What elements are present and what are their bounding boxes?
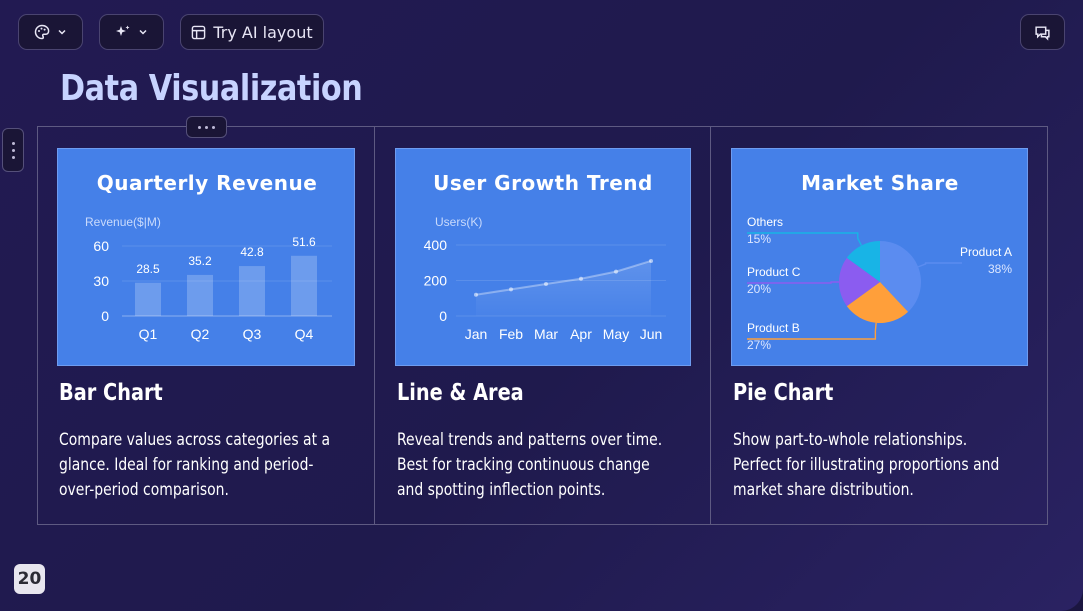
- y-tick-label: 200: [424, 273, 448, 289]
- row-drag-handle[interactable]: [186, 116, 227, 138]
- pie-chart-panel[interactable]: Market Share Product A 38% Product B 27% Pro…: [731, 148, 1028, 366]
- pie-slice: [846, 282, 909, 323]
- pie-chart: Market Share Product A 38% Product B 27% Pro…: [747, 171, 1012, 352]
- pie-leader-line: [917, 262, 962, 268]
- series-line: [475, 260, 652, 296]
- pie-slice: [846, 241, 880, 282]
- x-tick-label: May: [603, 326, 629, 342]
- data-point: [509, 287, 513, 292]
- column-divider: [710, 127, 711, 524]
- chart-title: Quarterly Revenue: [97, 171, 318, 195]
- cards-grid[interactable]: [37, 126, 1048, 525]
- card-description[interactable]: Compare values across categories at a gl…: [59, 430, 331, 500]
- bar: [239, 266, 265, 316]
- pie-slice-name: Product A: [960, 245, 1012, 259]
- x-tick-label: Q4: [295, 326, 314, 342]
- card-pie-chart[interactable]: Market Share Product A 38% Product B 27% Pro…: [731, 148, 1028, 500]
- chart-y-axis-label: Users(K): [435, 215, 482, 229]
- y-tick-label: 0: [439, 308, 447, 324]
- x-tick-label: Mar: [534, 326, 558, 342]
- x-tick-label: Jan: [465, 326, 488, 342]
- area-fill: [476, 260, 651, 316]
- pie-slice-percent: 27%: [747, 338, 771, 352]
- pie-slice: [839, 257, 880, 307]
- comment-icon: [1035, 25, 1050, 41]
- data-point: [614, 269, 618, 274]
- card-line-area[interactable]: User Growth Trend Users(K) 400 200 0 Jan Fe…: [395, 148, 691, 500]
- card-bar-chart[interactable]: Quarterly Revenue Revenue($|M) 60 30 0 28.…: [57, 148, 355, 500]
- pie-slice-name: Others: [747, 215, 783, 229]
- bar-value-label: 42.8: [240, 245, 264, 259]
- line-chart-panel[interactable]: User Growth Trend Users(K) 400 200 0 Jan Fe…: [395, 148, 691, 366]
- y-tick-label: 400: [424, 237, 448, 253]
- bar-value-label: 28.5: [136, 262, 160, 276]
- y-tick-label: 30: [93, 273, 109, 289]
- data-point: [649, 258, 653, 263]
- y-tick-label: 60: [93, 238, 109, 254]
- page-number-badge: 20: [14, 564, 45, 594]
- data-point: [579, 276, 583, 281]
- card-heading[interactable]: Pie Chart: [733, 380, 834, 406]
- bar-chart-panel[interactable]: Quarterly Revenue Revenue($|M) 60 30 0 28.…: [57, 148, 355, 366]
- try-ai-layout-button[interactable]: Try AI layout: [180, 14, 324, 50]
- card-description[interactable]: Show part-to-whole relationships. Perfec…: [733, 430, 1000, 500]
- pie-slice: [880, 241, 921, 312]
- pie-slice-name: Product B: [747, 321, 800, 335]
- bar-value-label: 51.6: [292, 235, 316, 249]
- comment-button[interactable]: [1020, 14, 1065, 50]
- y-tick-label: 0: [101, 308, 109, 324]
- card-heading[interactable]: Bar Chart: [59, 380, 163, 406]
- pie-slice-percent: 15%: [747, 232, 771, 246]
- line-area-chart: User Growth Trend Users(K) 400 200 0 Jan Fe…: [424, 171, 666, 342]
- chevron-down-icon: [139, 29, 147, 35]
- magic-button[interactable]: [99, 14, 164, 50]
- data-point: [474, 292, 478, 297]
- sparkle-icon: [116, 25, 130, 36]
- try-ai-layout-label: Try AI layout: [213, 22, 313, 42]
- bar: [187, 274, 213, 316]
- x-tick-label: Apr: [570, 326, 592, 342]
- x-tick-label: Q3: [243, 326, 262, 342]
- bar: [135, 282, 161, 316]
- palette-icon: [34, 24, 50, 40]
- slide-title[interactable]: Data Visualization: [60, 68, 363, 109]
- pie-leader-line: [747, 322, 877, 340]
- chart-title: User Growth Trend: [433, 171, 653, 195]
- bar-value-label: 35.2: [188, 254, 212, 268]
- bar: [291, 255, 317, 316]
- theme-button[interactable]: [18, 14, 83, 50]
- chevron-down-icon: [58, 29, 66, 35]
- pie-leader-line: [747, 232, 863, 246]
- block-drag-handle[interactable]: [2, 128, 24, 172]
- pie-leader-line: [747, 281, 839, 284]
- layout-icon: [192, 25, 206, 39]
- x-tick-label: Jun: [640, 326, 663, 342]
- data-point: [544, 282, 548, 287]
- card-description[interactable]: Reveal trends and patterns over time. Be…: [397, 430, 663, 500]
- x-tick-label: Feb: [499, 326, 523, 342]
- pie-slice-name: Product C: [747, 265, 801, 279]
- pie-slice-percent: 20%: [747, 282, 771, 296]
- bar-chart: Quarterly Revenue Revenue($|M) 60 30 0 28.…: [85, 171, 332, 342]
- pie-slice-percent: 38%: [988, 262, 1012, 276]
- chart-y-axis-label: Revenue($|M): [85, 215, 161, 229]
- chart-title: Market Share: [801, 171, 959, 195]
- card-heading[interactable]: Line & Area: [397, 380, 524, 406]
- x-tick-label: Q2: [191, 326, 210, 342]
- column-divider: [374, 127, 375, 524]
- x-tick-label: Q1: [139, 326, 158, 342]
